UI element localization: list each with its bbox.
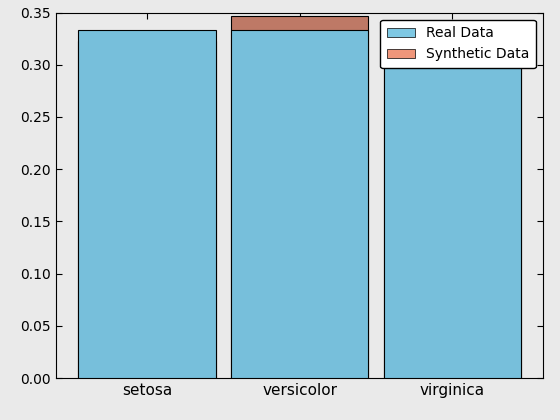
Bar <box>78 30 216 378</box>
Legend: Real Data, Synthetic Data: Real Data, Synthetic Data <box>380 20 536 68</box>
Bar <box>231 16 368 378</box>
Bar <box>384 30 521 378</box>
Bar <box>78 41 216 378</box>
Bar <box>231 30 368 378</box>
Bar <box>384 57 521 378</box>
